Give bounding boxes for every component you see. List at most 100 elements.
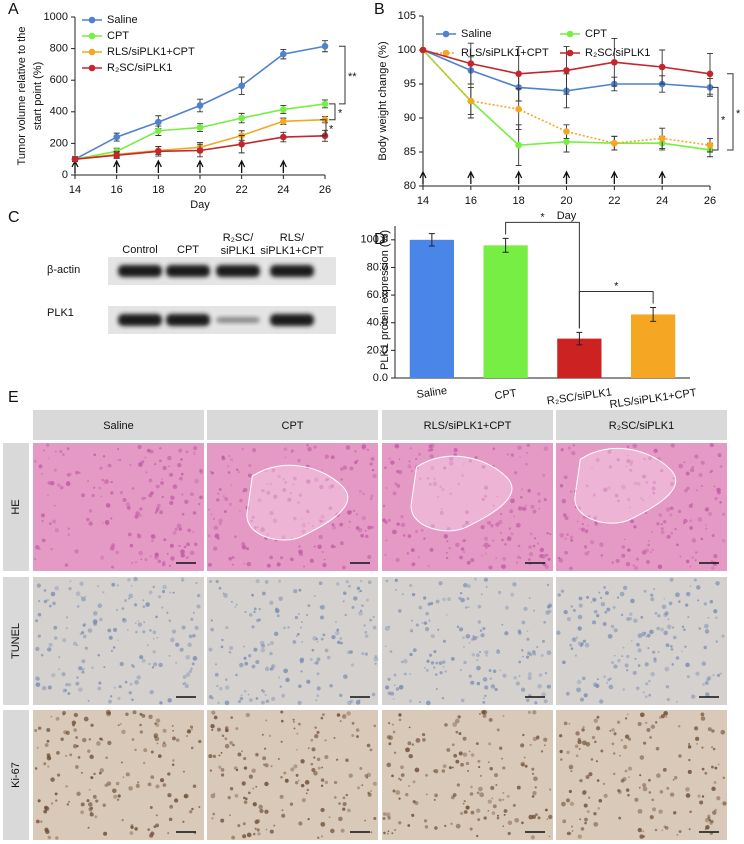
texture bbox=[695, 671, 700, 676]
texture bbox=[437, 628, 440, 631]
texture bbox=[479, 774, 482, 777]
texture bbox=[338, 816, 343, 822]
texture bbox=[515, 522, 521, 528]
texture bbox=[543, 737, 548, 742]
texture bbox=[134, 679, 139, 685]
texture bbox=[312, 636, 318, 641]
texture bbox=[199, 468, 203, 473]
texture bbox=[591, 466, 593, 469]
texture bbox=[36, 677, 40, 681]
texture bbox=[636, 642, 640, 647]
data-point bbox=[196, 147, 204, 154]
texture bbox=[492, 504, 495, 507]
texture bbox=[234, 535, 237, 538]
texture bbox=[93, 772, 96, 776]
texture bbox=[369, 497, 373, 501]
texture bbox=[188, 669, 193, 674]
texture bbox=[80, 810, 85, 815]
texture bbox=[482, 697, 485, 700]
texture bbox=[488, 669, 492, 672]
texture bbox=[130, 825, 134, 829]
texture bbox=[501, 538, 504, 542]
texture bbox=[339, 541, 344, 546]
texture bbox=[576, 520, 579, 523]
texture bbox=[570, 539, 573, 542]
texture bbox=[301, 523, 307, 528]
texture bbox=[542, 639, 545, 643]
texture bbox=[217, 492, 220, 495]
texture bbox=[276, 562, 281, 567]
texture bbox=[75, 765, 79, 769]
texture bbox=[347, 700, 352, 706]
texture bbox=[237, 700, 241, 704]
texture bbox=[630, 460, 634, 464]
texture bbox=[208, 508, 210, 511]
texture bbox=[657, 650, 660, 654]
texture bbox=[367, 580, 372, 584]
texture bbox=[43, 589, 47, 592]
texture bbox=[222, 495, 225, 498]
texture bbox=[495, 557, 498, 560]
texture bbox=[701, 484, 704, 488]
texture bbox=[97, 603, 103, 609]
texture bbox=[665, 715, 668, 718]
texture bbox=[133, 603, 138, 607]
texture bbox=[336, 713, 341, 717]
texture bbox=[624, 734, 630, 739]
blot-band bbox=[166, 314, 210, 326]
injection-arrow bbox=[113, 159, 121, 173]
texture bbox=[598, 798, 603, 803]
texture bbox=[342, 600, 345, 603]
texture bbox=[459, 555, 463, 560]
texture bbox=[189, 492, 194, 497]
texture bbox=[539, 553, 544, 558]
texture bbox=[697, 599, 700, 602]
micrograph-bg bbox=[382, 710, 553, 840]
texture bbox=[94, 815, 98, 819]
texture bbox=[207, 534, 211, 538]
texture bbox=[651, 548, 654, 551]
texture bbox=[652, 807, 657, 812]
texture bbox=[470, 558, 475, 563]
texture bbox=[336, 758, 339, 761]
texture bbox=[393, 684, 396, 687]
texture bbox=[182, 770, 185, 773]
texture bbox=[145, 471, 148, 474]
texture bbox=[294, 781, 299, 785]
texture bbox=[271, 468, 276, 473]
texture bbox=[613, 654, 616, 657]
texture bbox=[387, 691, 392, 696]
texture bbox=[314, 734, 319, 739]
texture bbox=[67, 533, 71, 536]
texture bbox=[386, 762, 392, 768]
texture bbox=[247, 653, 252, 658]
texture bbox=[584, 642, 590, 648]
texture bbox=[607, 486, 611, 490]
texture bbox=[342, 565, 346, 570]
texture bbox=[251, 593, 254, 597]
texture bbox=[35, 676, 40, 681]
texture bbox=[53, 468, 57, 472]
texture bbox=[210, 627, 215, 632]
texture bbox=[98, 486, 102, 490]
texture bbox=[138, 550, 143, 556]
texture bbox=[394, 443, 400, 449]
texture bbox=[501, 757, 504, 760]
texture bbox=[329, 684, 333, 688]
data-point bbox=[280, 50, 287, 58]
texture bbox=[407, 824, 411, 827]
error-bar bbox=[428, 233, 435, 247]
texture bbox=[89, 812, 94, 817]
texture bbox=[139, 712, 143, 716]
texture bbox=[705, 527, 708, 530]
texture bbox=[133, 576, 138, 582]
texture bbox=[534, 537, 537, 540]
texture bbox=[324, 780, 329, 785]
texture bbox=[659, 468, 664, 473]
texture bbox=[150, 534, 155, 538]
texture bbox=[476, 834, 479, 837]
texture bbox=[221, 455, 225, 459]
texture bbox=[407, 741, 412, 746]
texture bbox=[574, 654, 578, 657]
